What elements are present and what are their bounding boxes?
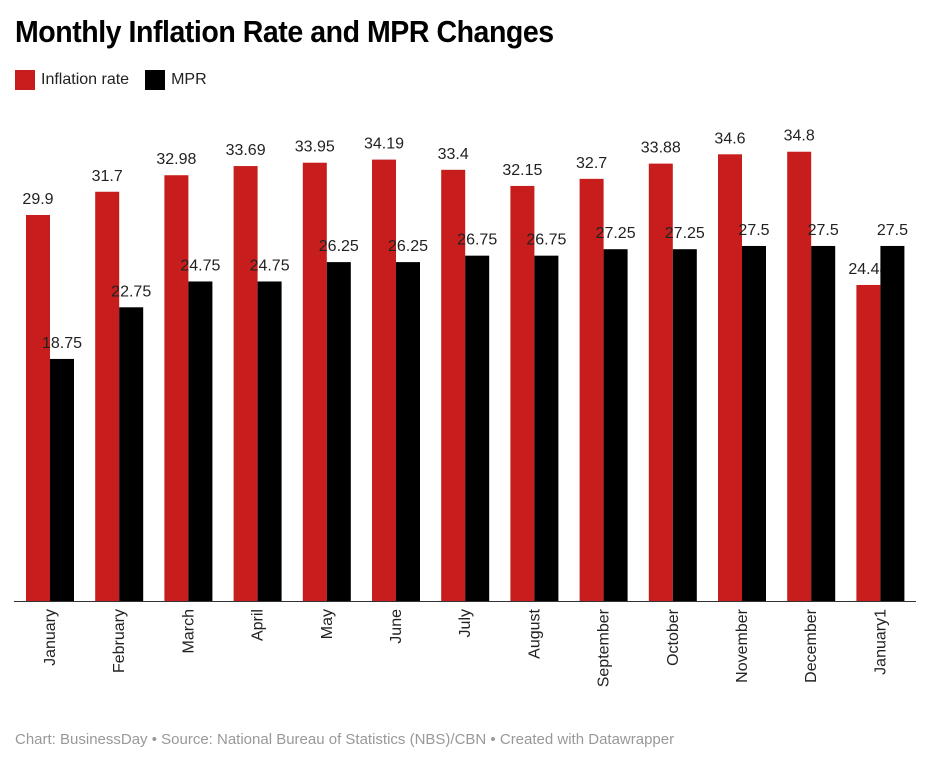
x-tick-label: May [319, 609, 336, 639]
data-label-inflation: 33.95 [295, 139, 335, 156]
x-tick-label: November [734, 608, 751, 682]
data-label-mpr: 24.75 [250, 257, 290, 274]
bar-mpr [119, 307, 144, 601]
data-label-inflation: 32.7 [576, 155, 607, 172]
bar-inflation [579, 178, 604, 601]
bar-mpr [326, 262, 351, 601]
bar-mpr [603, 249, 628, 601]
data-label-inflation: 33.69 [226, 142, 266, 159]
data-label-mpr: 26.75 [526, 232, 566, 249]
x-tick-label: June [388, 609, 405, 644]
x-tick-label: January [42, 609, 59, 666]
data-label-inflation: 24.48 [848, 261, 888, 278]
bar-mpr [465, 255, 490, 601]
bar-inflation [441, 169, 466, 601]
legend: Inflation rate MPR [15, 70, 223, 90]
chart-footer: Chart: BusinessDay • Source: National Bu… [15, 731, 675, 748]
data-label-inflation: 33.88 [641, 140, 681, 157]
data-label-inflation: 34.6 [714, 130, 745, 147]
x-tick-label: April [250, 609, 267, 641]
bar-mpr [188, 281, 213, 601]
data-label-inflation: 32.15 [502, 162, 542, 179]
legend-item-mpr: MPR [145, 70, 207, 90]
bar-inflation [26, 214, 50, 601]
bar-mpr [880, 245, 905, 601]
data-label-inflation: 34.19 [364, 136, 404, 153]
bar-inflation [164, 175, 189, 601]
bar-inflation [95, 191, 120, 602]
x-tick-label: October [665, 608, 682, 666]
bar-mpr [257, 281, 282, 601]
bar-mpr [396, 262, 420, 601]
data-label-mpr: 26.25 [319, 238, 359, 255]
legend-item-inflation: Inflation rate [15, 70, 129, 90]
legend-label-mpr: MPR [171, 71, 207, 88]
bar-mpr [811, 245, 836, 601]
data-label-mpr: 22.75 [111, 283, 151, 300]
x-tick-label: July [457, 609, 474, 637]
bar-inflation [648, 163, 673, 602]
data-label-mpr: 27.25 [665, 225, 705, 242]
bar-inflation [510, 185, 535, 602]
bar-inflation [718, 154, 742, 601]
data-label-inflation: 29.9 [22, 191, 53, 208]
legend-swatch-inflation [15, 70, 35, 90]
data-label-mpr: 24.75 [180, 257, 220, 274]
x-tick-label: January1 [872, 609, 889, 675]
bar-inflation [233, 166, 258, 601]
data-label-mpr: 27.5 [738, 222, 769, 239]
bar-mpr [534, 255, 559, 601]
x-tick-label: December [803, 608, 820, 682]
data-label-inflation: 33.4 [438, 146, 469, 163]
x-tick-label: March [180, 609, 197, 653]
data-label-inflation: 32.98 [156, 151, 196, 168]
data-label-mpr: 26.25 [388, 238, 428, 255]
bar-inflation [302, 162, 327, 601]
chart-title: Monthly Inflation Rate and MPR Changes [15, 14, 554, 49]
x-tick-label: August [526, 608, 543, 658]
data-label-mpr: 18.75 [42, 335, 82, 352]
bar-mpr [742, 245, 766, 601]
x-tick-label: September [596, 608, 613, 687]
legend-label-inflation: Inflation rate [41, 71, 130, 88]
data-label-inflation: 31.7 [92, 168, 123, 185]
data-label-mpr: 27.25 [596, 225, 636, 242]
bar-mpr [50, 358, 74, 601]
bar-inflation [856, 284, 881, 601]
data-label-inflation: 34.8 [784, 128, 815, 145]
data-label-mpr: 27.5 [808, 222, 839, 239]
legend-swatch-mpr [145, 70, 166, 90]
data-label-mpr: 27.5 [877, 222, 908, 239]
bar-mpr [672, 249, 697, 601]
data-label-mpr: 26.75 [457, 232, 497, 249]
bar-inflation [787, 151, 812, 601]
x-tick-label: February [111, 609, 128, 673]
bar-inflation [372, 159, 396, 601]
